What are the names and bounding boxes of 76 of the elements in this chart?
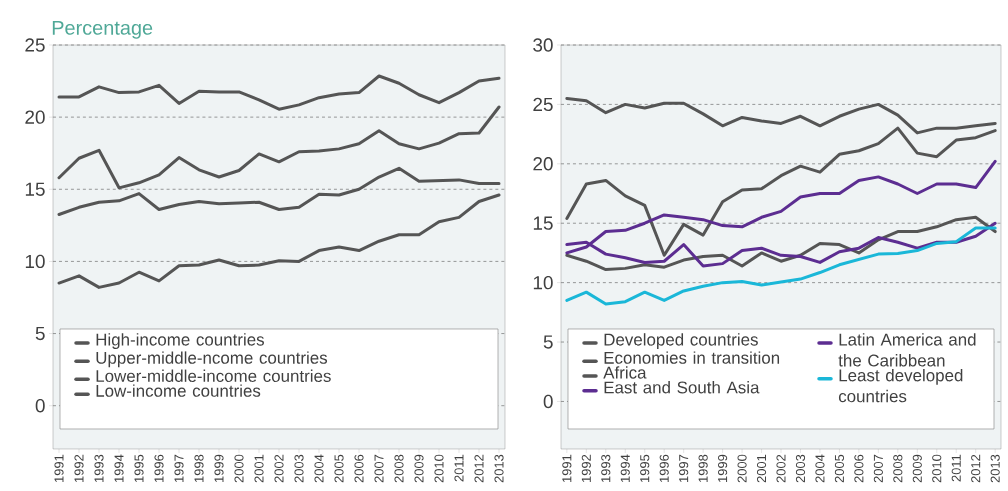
legend-label: High-income countries: [96, 333, 264, 349]
legend-label: Upper-middle-ncome countries: [96, 351, 328, 368]
x-tick-label: 1993: [94, 454, 104, 483]
x-tick-label: 2013: [494, 454, 504, 483]
legend-label: Economies in transition: [604, 351, 780, 364]
x-tick-label: 1997: [174, 454, 184, 483]
x-tick-label: 2005: [834, 454, 844, 483]
y-tick-label: 0: [35, 399, 45, 413]
x-tick-label: 1994: [114, 454, 124, 483]
legend-label: Africa: [603, 366, 647, 379]
x-tick-label: 1992: [581, 454, 591, 483]
legend-label: Least developed countries: [838, 368, 963, 403]
y-tick-label: 25: [533, 97, 553, 112]
x-tick-label: 2011: [951, 454, 961, 482]
x-tick-label: 1995: [134, 454, 144, 483]
x-tick-label: 2008: [394, 454, 404, 483]
x-tick-label: 1991: [54, 454, 64, 483]
legend-label: Developed countries: [604, 333, 758, 349]
x-tick-label: 1998: [698, 454, 708, 483]
line-series: [565, 215, 997, 272]
x-tick-label: 2012: [971, 454, 981, 483]
y-tick-label: 5: [35, 326, 45, 341]
y-tick-label: 20: [533, 157, 553, 171]
x-tick-label: 2007: [873, 454, 883, 483]
legend-label: East and South Asia: [604, 381, 760, 394]
y-tick-label: 10: [25, 254, 45, 269]
legend-label: Latin America and the Caribbean: [838, 333, 976, 367]
line-series: [565, 126, 997, 257]
x-tick-label: 2010: [932, 454, 942, 483]
x-tick-label: 1996: [659, 454, 669, 483]
x-tick-label: 2005: [334, 454, 344, 483]
x-tick-label: 1993: [601, 454, 611, 483]
x-tick-label: 1992: [74, 454, 84, 483]
y-tick-label: 0: [543, 394, 553, 409]
x-tick-label: 2006: [354, 454, 364, 483]
x-tick-label: 2001: [756, 454, 767, 483]
line-series: [57, 74, 501, 111]
y-tick-label: 15: [25, 182, 45, 196]
x-tick-label: 2002: [274, 454, 284, 483]
x-tick-label: 2001: [254, 454, 264, 483]
line-series: [57, 105, 501, 190]
y-tick-label: 10: [533, 275, 553, 290]
x-tick-label: 2006: [854, 454, 864, 483]
x-tick-label: 1997: [679, 454, 689, 483]
x-tick-label: 1994: [620, 454, 630, 483]
line-series: [565, 96, 997, 135]
x-tick-label: 1991: [562, 454, 572, 483]
line-series: [57, 193, 501, 289]
x-tick-label: 2004: [815, 454, 825, 483]
x-tick-label: 2008: [893, 454, 903, 483]
x-tick-label: 2010: [434, 454, 444, 483]
chart-title: Percentage: [52, 20, 153, 39]
x-tick-label: 2009: [414, 454, 424, 483]
x-tick-label: 2003: [795, 454, 806, 483]
legend-label: Low-income countries: [96, 384, 261, 397]
x-tick-label: 1995: [640, 454, 650, 483]
x-tick-label: 2000: [737, 454, 747, 483]
x-tick-label: 2011: [454, 454, 464, 482]
y-tick-label: 15: [533, 216, 553, 230]
y-tick-label: 25: [25, 38, 45, 52]
x-tick-label: 1996: [154, 454, 164, 483]
x-tick-label: 1999: [718, 454, 728, 483]
x-tick-label: 2012: [474, 454, 484, 483]
x-tick-label: 2013: [990, 454, 1000, 483]
x-tick-label: 2000: [234, 454, 244, 483]
x-tick-label: 2009: [912, 454, 922, 483]
x-tick-label: 1998: [194, 454, 204, 483]
y-tick-label: 5: [543, 335, 553, 349]
x-tick-label: 2002: [776, 454, 786, 483]
x-tick-label: 2004: [314, 454, 324, 483]
y-tick-label: 20: [25, 110, 45, 124]
x-tick-label: 2007: [374, 454, 384, 483]
x-tick-label: 2003: [294, 454, 304, 483]
legend-label: Lower-middle-income countries: [96, 369, 331, 382]
x-tick-label: 1999: [214, 454, 224, 483]
y-tick-label: 30: [533, 38, 553, 52]
